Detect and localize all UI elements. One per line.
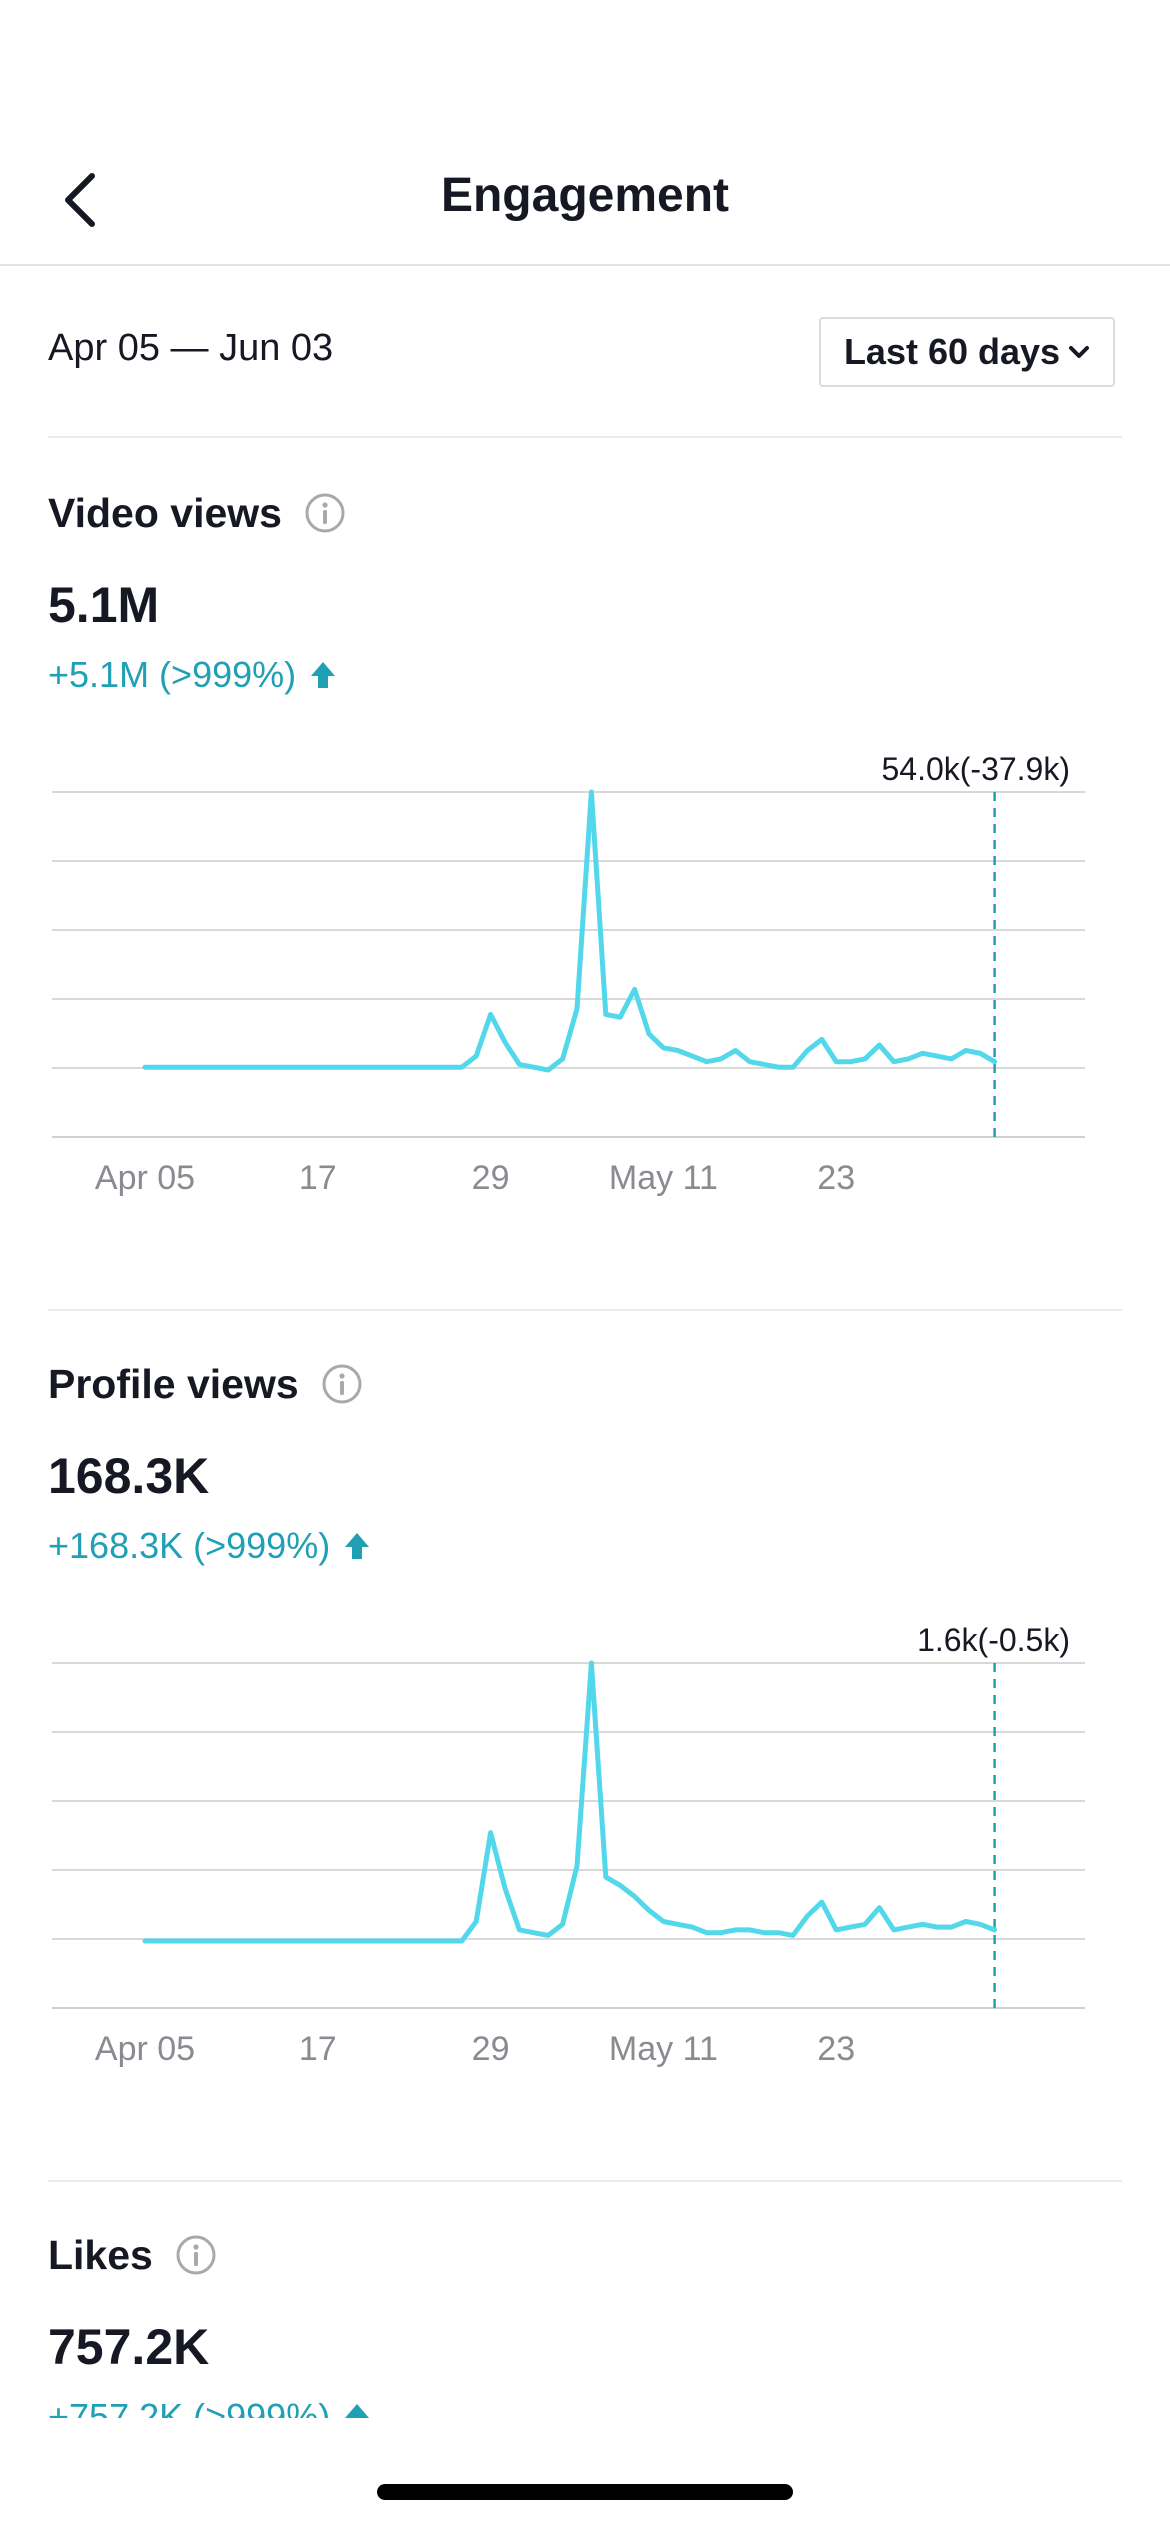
x-tick-label: Apr 05 — [95, 2030, 195, 2068]
section-header: Video views — [48, 483, 346, 543]
series-line — [142, 789, 998, 1073]
bottom-safe-area — [0, 2418, 1170, 2532]
page-title: Engagement — [440, 169, 730, 222]
back-button[interactable] — [40, 160, 120, 240]
chevron-left-icon — [65, 173, 95, 227]
section-divider — [48, 2180, 1122, 2182]
section-title: Profile views — [48, 1361, 299, 1407]
metric-change-label: +5.1M (>999%) — [48, 654, 297, 695]
x-tick-label: 23 — [817, 1159, 855, 1197]
x-tick-label: 29 — [472, 2030, 510, 2068]
metric-value: 757.2K — [48, 2319, 210, 2375]
date-range-row: Apr 05 — Jun 03 Last 60 days — [48, 266, 1122, 438]
info-icon[interactable] — [304, 492, 346, 534]
section-title: Likes — [48, 2232, 153, 2278]
section-title: Video views — [48, 490, 282, 536]
profile-views-chart[interactable]: Apr 05 17 29 May 11 23 1.6k(-0.5k) — [0, 1622, 1170, 2151]
x-tick-label: 29 — [472, 1159, 510, 1197]
x-tick-label: May 11 — [609, 2030, 718, 2068]
metric-value: 168.3K — [48, 1448, 210, 1504]
chevron-down-icon — [1069, 346, 1090, 358]
selected-value-tooltip: 1.6k(-0.5k) — [917, 1622, 1070, 1658]
arrow-up-icon — [310, 660, 336, 690]
section-header: Likes — [48, 2225, 217, 2285]
home-indicator[interactable] — [377, 2484, 793, 2500]
x-tick-label: Apr 05 — [95, 1159, 195, 1197]
metric-change: +168.3K (>999%) — [48, 1522, 370, 1570]
navigation-header: Engagement — [0, 0, 1170, 266]
video-views-chart[interactable]: Apr 05 17 29 May 11 23 54.0k(-37.9k) — [0, 751, 1170, 1280]
metric-value: 5.1M — [48, 577, 160, 633]
arrow-up-icon — [344, 2402, 370, 2432]
section-header: Profile views — [48, 1354, 363, 1414]
arrow-up-icon — [344, 1531, 370, 1561]
metric-change: +5.1M (>999%) — [48, 651, 336, 699]
selected-value-tooltip: 54.0k(-37.9k) — [881, 751, 1070, 787]
series-line — [142, 1660, 998, 1944]
info-icon[interactable] — [321, 1363, 363, 1405]
x-tick-label: 23 — [817, 2030, 855, 2068]
date-range-select[interactable]: Last 60 days — [819, 317, 1115, 387]
date-range-label: Apr 05 — Jun 03 — [48, 327, 334, 369]
x-tick-label: 17 — [299, 1159, 337, 1197]
metric-change-label: +168.3K (>999%) — [48, 1525, 331, 1566]
x-tick-label: May 11 — [609, 1159, 718, 1197]
section-divider — [48, 1309, 1122, 1311]
info-icon[interactable] — [175, 2234, 217, 2276]
date-range-select-label: Last 60 days — [843, 331, 1061, 372]
x-tick-label: 17 — [299, 2030, 337, 2068]
